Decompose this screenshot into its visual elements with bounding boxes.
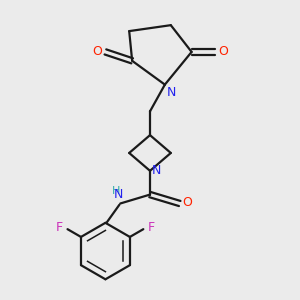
Text: F: F [148, 221, 155, 234]
Text: F: F [56, 221, 63, 234]
Text: O: O [93, 45, 102, 58]
Text: O: O [218, 45, 228, 58]
Text: N: N [152, 164, 161, 177]
Text: O: O [183, 196, 193, 208]
Text: N: N [166, 86, 176, 99]
Text: H: H [112, 186, 120, 196]
Text: N: N [114, 188, 124, 200]
